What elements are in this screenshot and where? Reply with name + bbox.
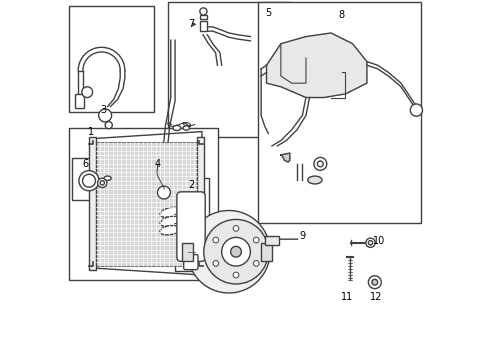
Circle shape [98, 109, 112, 122]
FancyBboxPatch shape [177, 192, 205, 261]
Text: 11: 11 [341, 292, 353, 302]
Text: 5: 5 [265, 8, 271, 18]
Bar [175, 178, 209, 271]
Text: 4: 4 [154, 159, 160, 169]
Bar [200, 21, 207, 31]
Bar [196, 137, 204, 270]
Bar [72, 158, 115, 200]
Circle shape [314, 157, 327, 170]
Circle shape [233, 272, 239, 278]
Ellipse shape [160, 207, 179, 217]
Circle shape [410, 104, 422, 116]
Circle shape [368, 276, 381, 289]
Polygon shape [267, 33, 367, 98]
Bar [265, 235, 279, 244]
Circle shape [100, 181, 104, 185]
Bar [261, 243, 272, 261]
Text: 10: 10 [373, 236, 386, 246]
Circle shape [204, 220, 269, 284]
Circle shape [318, 161, 323, 167]
Bar [182, 243, 193, 261]
Circle shape [213, 261, 219, 266]
Circle shape [200, 8, 207, 15]
Circle shape [188, 211, 270, 293]
Text: 7: 7 [188, 19, 195, 29]
Circle shape [82, 87, 93, 98]
Circle shape [82, 174, 96, 187]
Bar [69, 6, 153, 112]
Bar [74, 94, 84, 108]
Ellipse shape [160, 225, 179, 235]
Ellipse shape [308, 176, 322, 184]
FancyBboxPatch shape [184, 255, 198, 270]
Bar [89, 137, 96, 270]
Circle shape [368, 240, 373, 245]
Text: 8: 8 [339, 10, 345, 20]
Bar [200, 15, 207, 19]
Circle shape [105, 122, 112, 129]
Text: 3: 3 [100, 105, 106, 115]
Text: 12: 12 [370, 292, 382, 302]
Text: 1: 1 [88, 127, 94, 136]
Ellipse shape [160, 216, 179, 226]
Text: 6: 6 [82, 159, 89, 169]
Circle shape [98, 178, 107, 188]
Ellipse shape [173, 126, 181, 131]
Text: 9: 9 [299, 231, 305, 240]
Bar [69, 128, 218, 280]
Bar [258, 3, 421, 223]
Circle shape [231, 246, 242, 257]
Circle shape [253, 261, 259, 266]
Ellipse shape [104, 176, 111, 180]
Circle shape [157, 186, 171, 199]
Circle shape [213, 237, 219, 243]
Bar [96, 142, 196, 266]
Text: 2: 2 [188, 180, 195, 190]
Circle shape [233, 226, 239, 231]
Circle shape [366, 238, 375, 247]
Circle shape [221, 237, 250, 266]
Circle shape [253, 237, 259, 243]
Circle shape [372, 279, 378, 285]
Circle shape [79, 171, 99, 191]
Ellipse shape [183, 126, 190, 130]
Polygon shape [281, 153, 290, 162]
Bar [168, 3, 292, 137]
